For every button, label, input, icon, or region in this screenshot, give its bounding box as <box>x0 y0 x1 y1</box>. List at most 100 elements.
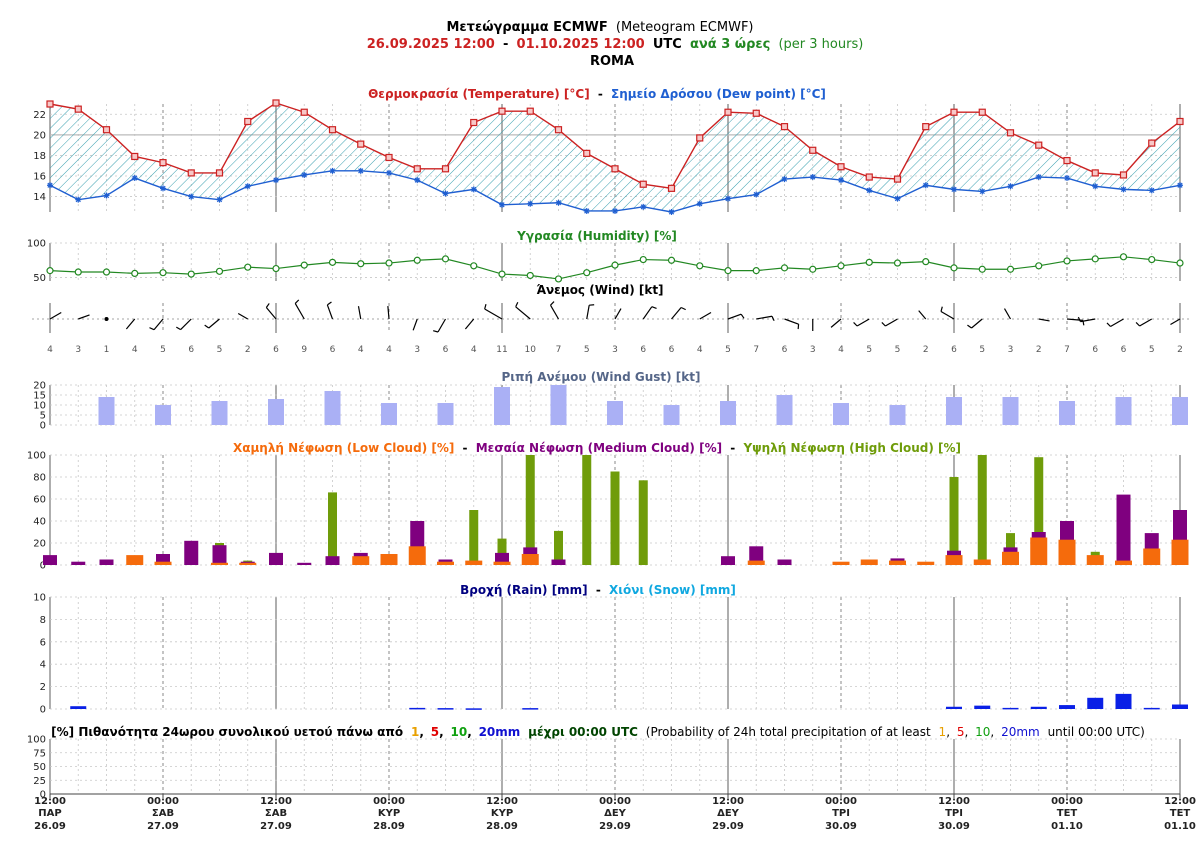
wind-barb <box>756 315 773 320</box>
wind-barb <box>1110 318 1124 328</box>
humidity-point <box>554 275 563 283</box>
humidity-point <box>413 256 421 264</box>
humidity-point <box>244 263 252 271</box>
dewpoint-point <box>160 185 166 192</box>
temperature-point <box>441 165 450 173</box>
medium-cloud-bar <box>71 561 86 565</box>
dewpoint-point <box>216 196 223 203</box>
wind-speed-label: 9 <box>301 345 307 355</box>
medium-cloud-bar <box>721 556 735 565</box>
time-tick-hour: 12:00 <box>486 796 518 807</box>
cloud-layer <box>43 455 1189 565</box>
y-tick-label: 25 <box>33 776 46 787</box>
wind-barb <box>940 310 955 320</box>
time-tick-date: 29.09 <box>599 821 631 832</box>
temperature-point <box>244 117 252 126</box>
temperature-point <box>385 153 393 162</box>
high-cloud-bar <box>1034 457 1044 565</box>
wind-speed-label: 4 <box>386 345 392 355</box>
time-tick-hour: 00:00 <box>599 796 631 807</box>
dewpoint-point <box>725 195 731 202</box>
rain-bar <box>1115 693 1132 709</box>
dewpoint-point <box>979 188 986 195</box>
wind-barb <box>1139 318 1153 327</box>
dewpoint-point <box>1177 182 1183 189</box>
y-tick-label: 75 <box>33 748 46 759</box>
wind-barb <box>464 318 475 330</box>
low-cloud-bar <box>126 555 144 565</box>
probability-panel-title: [%] Πιθανότητα 24ωρου συνολικού υετού πά… <box>51 725 1145 739</box>
wind-barb-flag <box>680 306 686 311</box>
y-tick-label: 14 <box>33 192 46 203</box>
wind-barb <box>549 304 560 320</box>
wind-speed-label: 5 <box>1149 345 1155 355</box>
wind-barb-flag <box>940 306 943 312</box>
temperature-point <box>215 169 224 177</box>
wind-speed-label: 7 <box>753 345 759 355</box>
humidity-point <box>328 258 337 266</box>
wind-speed-label: 2 <box>245 345 251 355</box>
temperature-point <box>131 152 139 161</box>
medium-cloud-bar <box>269 552 283 565</box>
temperature-point <box>46 100 54 108</box>
wind-speed-label: 6 <box>951 345 957 355</box>
time-tick-hour: 12:00 <box>34 796 66 807</box>
wind-barb <box>1003 308 1012 320</box>
humidity-point <box>837 262 845 270</box>
wind-barb-flag <box>550 301 555 306</box>
wind-barb <box>125 318 136 330</box>
gust-bar <box>1002 397 1019 425</box>
medium-cloud-bar <box>212 545 227 565</box>
dewpoint-point <box>357 167 364 174</box>
time-tick-day: ΤΕΤ <box>1057 808 1078 819</box>
time-tick-date: 01.10 <box>1164 821 1196 832</box>
wind-speed-label: 5 <box>725 345 731 355</box>
wind-speed-label: 4 <box>697 345 703 355</box>
wind-barb <box>153 318 164 331</box>
y-tick-label: 0 <box>40 561 46 572</box>
high-cloud-bar <box>469 510 479 565</box>
y-tick-label: 10 <box>33 593 46 604</box>
temperature-point <box>74 105 82 113</box>
dewpoint-point <box>640 203 647 210</box>
humidity-point <box>950 264 958 272</box>
precip-layer <box>70 693 1188 710</box>
low-cloud-bar <box>1086 555 1104 565</box>
gust-bar <box>776 395 793 425</box>
low-cloud-bar <box>352 556 370 565</box>
wind-speed-label: 4 <box>471 345 477 355</box>
rain-bar <box>974 705 991 709</box>
dewpoint-point <box>499 201 505 208</box>
wind-barb-flag <box>149 327 155 331</box>
wind-speed-label: 1 <box>104 345 110 355</box>
temperature-point <box>1035 141 1043 149</box>
medium-cloud-bar <box>1116 494 1131 565</box>
time-tick-day: ΚΥΡ <box>491 808 513 819</box>
time-tick-hour: 00:00 <box>825 796 857 807</box>
wind-barb <box>784 318 799 325</box>
wind-barb-flag <box>881 322 886 327</box>
humidity-point <box>1091 255 1099 263</box>
temperature-point <box>950 108 958 116</box>
wind-speed-label: 4 <box>47 345 53 355</box>
wind-speed-label: 4 <box>358 345 364 355</box>
time-tick-day: ΔΕΥ <box>717 808 740 819</box>
y-tick-label: 100 <box>27 239 46 250</box>
wind-barb-flag <box>1106 322 1111 327</box>
low-cloud-bar <box>154 561 172 565</box>
dewpoint-point <box>922 182 929 189</box>
time-tick-date: 30.09 <box>938 821 970 832</box>
medium-cloud-bar <box>777 559 792 565</box>
high-cloud-bar <box>497 538 507 565</box>
wind-barb-flag <box>204 324 210 329</box>
dewpoint-point <box>301 171 308 178</box>
wind-barb-flag <box>853 322 858 327</box>
wind-barb <box>78 314 90 320</box>
humidity-point <box>385 259 393 267</box>
y-tick-label: 6 <box>40 637 46 648</box>
temperature-point <box>159 159 167 167</box>
high-cloud-bar <box>582 455 592 565</box>
high-cloud-bar <box>977 455 987 565</box>
wind-barb <box>727 313 742 320</box>
